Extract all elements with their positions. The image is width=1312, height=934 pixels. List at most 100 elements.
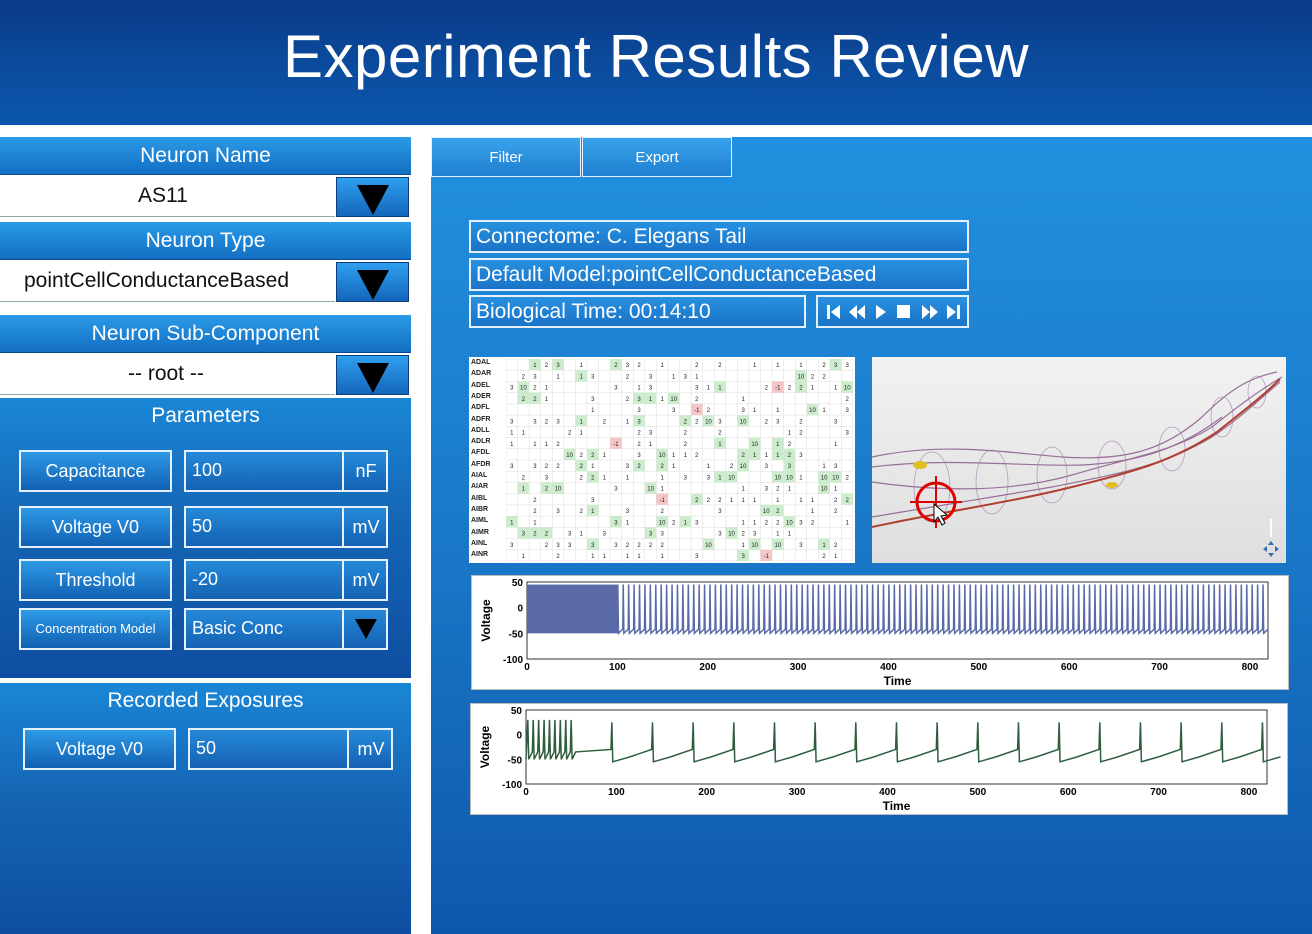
- svg-text:10: 10: [763, 509, 770, 515]
- svg-text:2: 2: [660, 464, 664, 470]
- svg-text:1: 1: [822, 464, 826, 470]
- svg-text:2: 2: [533, 397, 537, 403]
- voltage-v0-button[interactable]: Voltage V0: [19, 506, 172, 548]
- svg-text:1: 1: [637, 386, 641, 392]
- svg-text:2: 2: [765, 386, 769, 392]
- svg-text:2: 2: [637, 363, 641, 369]
- svg-text:1: 1: [672, 464, 676, 470]
- play-icon[interactable]: [876, 305, 886, 319]
- svg-text:2: 2: [626, 397, 630, 403]
- x-tick-label: 600: [1060, 787, 1077, 798]
- worm-3d-view[interactable]: [871, 357, 1286, 563]
- svg-text:2: 2: [545, 363, 549, 369]
- concentration-model-value[interactable]: Basic Conc: [192, 618, 284, 638]
- svg-text:10: 10: [774, 475, 781, 481]
- filter-button[interactable]: Filter: [431, 137, 581, 177]
- sub-component-dropdown-button[interactable]: [336, 355, 409, 395]
- stop-icon[interactable]: [897, 305, 910, 318]
- svg-text:3: 3: [834, 419, 838, 425]
- recorded-voltage-v0-value[interactable]: 50: [196, 738, 217, 758]
- neuron-name-field[interactable]: AS11: [0, 177, 335, 217]
- svg-text:2: 2: [556, 464, 560, 470]
- svg-text:1: 1: [522, 487, 526, 493]
- recorded-voltage-v0-field[interactable]: 50 mV: [188, 728, 393, 770]
- matrix-row-label: AINR: [471, 551, 489, 559]
- svg-text:2: 2: [580, 509, 584, 515]
- svg-text:3: 3: [614, 543, 618, 549]
- capacitance-button[interactable]: Capacitance: [19, 450, 172, 492]
- neuron-type-field[interactable]: pointCellConductanceBased: [0, 262, 335, 302]
- svg-text:10: 10: [659, 520, 666, 526]
- svg-text:10: 10: [844, 386, 851, 392]
- svg-text:1: 1: [707, 386, 711, 392]
- svg-text:1: 1: [753, 363, 757, 369]
- y-axis-label: Voltage: [478, 725, 492, 768]
- threshold-button[interactable]: Threshold: [19, 559, 172, 601]
- skip-back-icon[interactable]: [827, 305, 840, 319]
- svg-text:2: 2: [556, 554, 560, 560]
- svg-text:1: 1: [591, 464, 595, 470]
- app-header: [0, 0, 1312, 125]
- y-tick-label: 0: [516, 731, 522, 742]
- svg-text:1: 1: [603, 554, 607, 560]
- svg-text:1: 1: [799, 475, 803, 481]
- svg-text:3: 3: [672, 408, 676, 414]
- neuron-type-dropdown-button[interactable]: [336, 262, 409, 302]
- svg-text:2: 2: [822, 374, 826, 380]
- svg-text:10: 10: [798, 374, 805, 380]
- concentration-model-select[interactable]: Basic Conc: [184, 608, 388, 650]
- concentration-model-button[interactable]: Concentration Model: [19, 608, 172, 650]
- svg-text:2: 2: [846, 397, 850, 403]
- capacitance-value[interactable]: 100: [192, 460, 223, 480]
- svg-text:3: 3: [765, 464, 769, 470]
- voltage-v0-value[interactable]: 50: [192, 516, 213, 536]
- svg-text:1: 1: [510, 431, 514, 437]
- svg-text:3: 3: [788, 464, 792, 470]
- parameters-heading: Parameters: [151, 404, 260, 427]
- svg-text:3: 3: [649, 374, 653, 380]
- x-tick-label: 400: [880, 662, 897, 673]
- svg-text:1: 1: [718, 442, 722, 448]
- capacitance-unit: nF: [342, 452, 388, 490]
- sub-component-field[interactable]: -- root --: [0, 355, 335, 395]
- svg-text:2: 2: [846, 498, 850, 504]
- neuron-name-dropdown-button[interactable]: [336, 177, 409, 217]
- y-tick-label: -100: [503, 655, 523, 666]
- y-tick-label: 50: [511, 706, 523, 717]
- svg-text:1: 1: [730, 498, 734, 504]
- voltage-trace: [525, 719, 1281, 763]
- threshold-field[interactable]: -20 mV: [184, 559, 388, 601]
- svg-text:1: 1: [533, 520, 537, 526]
- threshold-value[interactable]: -20: [192, 569, 219, 589]
- svg-text:3: 3: [846, 408, 850, 414]
- svg-text:1: 1: [799, 498, 803, 504]
- svg-text:3: 3: [533, 464, 537, 470]
- capacitance-field[interactable]: 100 nF: [184, 450, 388, 492]
- fast-forward-icon[interactable]: [922, 305, 938, 319]
- export-button[interactable]: Export: [582, 137, 732, 177]
- svg-text:3: 3: [695, 554, 699, 560]
- svg-text:1: 1: [765, 453, 769, 459]
- svg-text:2: 2: [545, 487, 549, 493]
- svg-text:2: 2: [684, 431, 688, 437]
- svg-text:1: 1: [776, 498, 780, 504]
- svg-text:1: 1: [822, 408, 826, 414]
- svg-text:3: 3: [799, 543, 803, 549]
- move-icon[interactable]: [1263, 519, 1279, 557]
- recorded-voltage-v0-button[interactable]: Voltage V0: [23, 728, 176, 770]
- concentration-model-dropdown-button[interactable]: [342, 610, 388, 648]
- x-tick-label: 800: [1242, 662, 1259, 673]
- svg-text:3: 3: [834, 363, 838, 369]
- matrix-row-label: AIAR: [471, 483, 489, 491]
- svg-text:2: 2: [533, 509, 537, 515]
- x-tick-label: 500: [969, 787, 986, 798]
- skip-end-icon[interactable]: [947, 305, 960, 319]
- svg-text:2: 2: [637, 442, 641, 448]
- svg-text:2: 2: [545, 532, 549, 538]
- voltage-v0-field[interactable]: 50 mV: [184, 506, 388, 548]
- svg-text:2: 2: [660, 543, 664, 549]
- rewind-icon[interactable]: [849, 305, 865, 319]
- svg-text:10: 10: [647, 487, 654, 493]
- svg-text:3: 3: [603, 532, 607, 538]
- svg-text:10: 10: [774, 543, 781, 549]
